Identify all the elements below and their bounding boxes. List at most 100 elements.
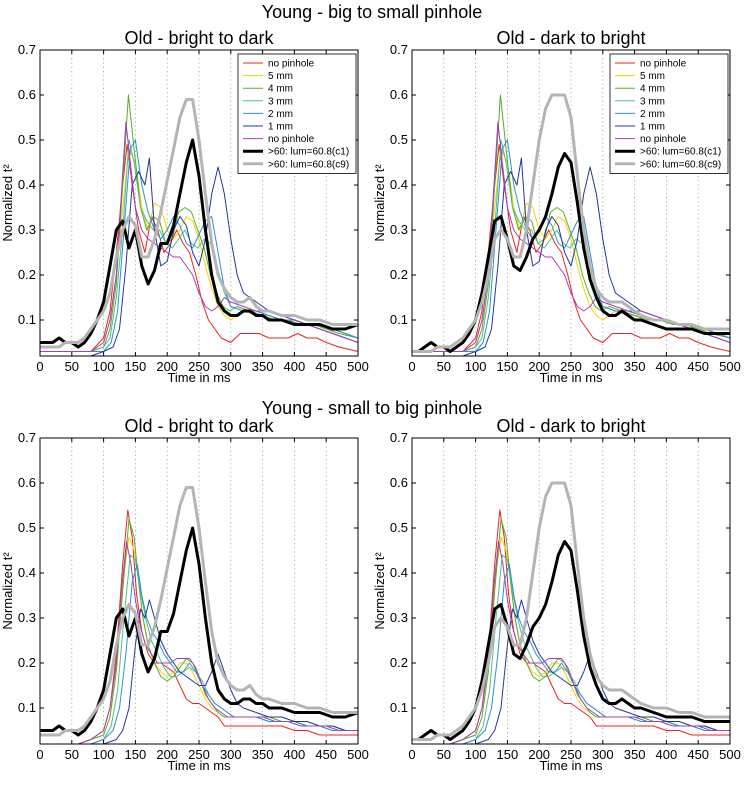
- chart-1-xtick-label-6: 300: [220, 359, 242, 374]
- chart-2-xtick-label-8: 400: [656, 359, 678, 374]
- chart-3-ytick-label-1: 0.2: [18, 655, 36, 670]
- chart-2-legend-label-8: >60: lum=60.8(c9): [640, 159, 721, 170]
- chart-2-ytick-label-4: 0.5: [390, 132, 408, 147]
- chart-1-xtick-label-3: 150: [125, 359, 147, 374]
- chart-2-ytick-label-6: 0.7: [390, 42, 408, 57]
- chart-1-ytick-label-6: 0.7: [18, 42, 36, 57]
- chart-4-svg: 0 50 100 150 200 250 300 350 400 450 500 0.1 0.2 0.3 0…: [372, 416, 741, 773]
- chart-3-series-4-2-mm: [40, 563, 358, 744]
- chart-1-ylabel: Normalized t²: [0, 164, 15, 242]
- chart-2-legend-label-0: no pinhole: [640, 59, 687, 70]
- chart-3-ytick-label-2: 0.3: [18, 610, 36, 625]
- chart-3-series-8-60-lum-60-8-c9: [40, 486, 358, 737]
- chart-panel-3: 0 50 100 150 200 250 300 350 400 450 500 0.1 0.2 0.3 0…: [0, 414, 372, 786]
- chart-2-xtick-label-6: 300: [592, 359, 614, 374]
- chart-2-xtick-label-4: 200: [528, 359, 550, 374]
- chart-1-ytick-label-1: 0.2: [18, 267, 36, 282]
- chart-4-title: Old - dark to bright: [496, 416, 645, 436]
- chart-2-ytick-label-1: 0.2: [390, 267, 408, 282]
- chart-1-xtick-label-4: 200: [156, 359, 178, 374]
- chart-3-title: Old - bright to dark: [124, 416, 274, 436]
- chart-2-xtick-label-0: 0: [408, 359, 415, 374]
- chart-4-xtick-label-8: 400: [656, 747, 678, 762]
- chart-1-xtick-label-2: 100: [93, 359, 115, 374]
- chart-2-xtick-label-1: 50: [437, 359, 451, 374]
- chart-4-ytick-label-5: 0.6: [390, 475, 408, 490]
- chart-3-series-group: [40, 486, 358, 744]
- chart-4-xtick-label-4: 200: [528, 747, 550, 762]
- chart-4-series-group: [412, 481, 730, 744]
- chart-2-svg: 0 50 100 150 200 250 300 350 400 450 500 0.1 0.2 0.3 0…: [372, 28, 741, 385]
- chart-2-legend-label-3: 3 mm: [640, 96, 665, 107]
- chart-4-series-7-60-lum-60-8-c1: [412, 540, 730, 741]
- chart-panel-2: 0 50 100 150 200 250 300 350 400 450 500 0.1 0.2 0.3 0…: [372, 26, 744, 398]
- chart-1-title: Old - bright to dark: [124, 28, 274, 48]
- chart-4-xtick-label-10: 500: [719, 747, 741, 762]
- chart-3-xtick-label-10: 500: [347, 747, 369, 762]
- chart-1-legend-label-8: >60: lum=60.8(c9): [268, 159, 349, 170]
- section-title-bottom: Young - small to big pinhole: [261, 398, 483, 418]
- chart-2-ytick-label-5: 0.6: [390, 87, 408, 102]
- chart-1-xtick-label-5: 250: [188, 359, 210, 374]
- chart-1-legend-label-3: 3 mm: [268, 96, 293, 107]
- chart-1-legend-label-1: 5 mm: [268, 71, 293, 82]
- chart-3-ylabel: Normalized t²: [0, 552, 15, 630]
- chart-2-xtick-label-10: 500: [719, 359, 741, 374]
- chart-1-ytick-label-5: 0.6: [18, 87, 36, 102]
- chart-4-xtick-label-9: 450: [687, 747, 709, 762]
- chart-3-series-7-60-lum-60-8-c1: [40, 526, 358, 737]
- chart-2-series-7-60-lum-60-8-c1: [412, 152, 730, 353]
- chart-1-ytick-label-4: 0.5: [18, 132, 36, 147]
- chart-3-ytick-label-3: 0.4: [18, 565, 36, 580]
- chart-1-xtick-label-10: 500: [347, 359, 369, 374]
- chart-4-ytick-label-2: 0.3: [390, 610, 408, 625]
- chart-4-xtick-label-3: 150: [497, 747, 519, 762]
- chart-2-ytick-label-0: 0.1: [390, 312, 408, 327]
- chart-4-plot-frame: [411, 437, 731, 745]
- chart-2-legend-label-4: 2 mm: [640, 109, 665, 120]
- chart-4-ylabel: Normalized t²: [372, 552, 387, 630]
- chart-2-xtick-label-5: 250: [560, 359, 582, 374]
- chart-3-series-6-no-pinhole: [40, 541, 358, 744]
- chart-3-ytick-label-5: 0.6: [18, 475, 36, 490]
- chart-1-xtick-label-0: 0: [36, 359, 43, 374]
- chart-1-xtick-label-8: 400: [284, 359, 306, 374]
- chart-3-ytick-label-4: 0.5: [18, 520, 36, 535]
- chart-2-ylabel: Normalized t²: [372, 164, 387, 242]
- chart-3-ytick-label-6: 0.7: [18, 430, 36, 445]
- chart-3-series-5-1-mm: [40, 599, 358, 744]
- chart-1-xtick-label-9: 450: [315, 359, 337, 374]
- chart-3-xtick-label-9: 450: [315, 747, 337, 762]
- chart-1-legend-label-6: no pinhole: [268, 134, 315, 145]
- chart-4-ytick-label-1: 0.2: [390, 655, 408, 670]
- chart-3-ytick-label-0: 0.1: [18, 700, 36, 715]
- chart-2-legend-label-6: no pinhole: [640, 134, 687, 145]
- chart-1-legend-label-4: 2 mm: [268, 109, 293, 120]
- chart-3-xtick-label-3: 150: [125, 747, 147, 762]
- chart-2-xlabel: Time in ms: [539, 370, 603, 385]
- chart-1-series-8-60-lum-60-8-c9: [40, 98, 358, 349]
- chart-3-xlabel: Time in ms: [167, 758, 231, 773]
- chart-2-legend-label-7: >60: lum=60.8(c1): [640, 147, 721, 158]
- chart-4-ytick-label-0: 0.1: [390, 700, 408, 715]
- chart-2-series-6-no-pinhole: [412, 121, 730, 352]
- chart-1-xtick-label-1: 50: [65, 359, 79, 374]
- chart-panel-4: 0 50 100 150 200 250 300 350 400 450 500 0.1 0.2 0.3 0…: [372, 414, 744, 786]
- chart-2-legend-label-2: 4 mm: [640, 84, 665, 95]
- chart-3-svg: 0 50 100 150 200 250 300 350 400 450 500 0.1 0.2 0.3 0…: [0, 416, 369, 773]
- chart-2-xtick-label-7: 350: [624, 359, 646, 374]
- chart-3-xtick-label-6: 300: [220, 747, 242, 762]
- chart-4-series-8-60-lum-60-8-c9: [412, 481, 730, 741]
- chart-4-xlabel: Time in ms: [539, 758, 603, 773]
- chart-2-xtick-label-2: 100: [465, 359, 487, 374]
- chart-1-ytick-label-0: 0.1: [18, 312, 36, 327]
- chart-1-legend-label-7: >60: lum=60.8(c1): [268, 147, 349, 158]
- chart-1-legend-label-0: no pinhole: [268, 59, 315, 70]
- chart-2-series-1-5-mm: [412, 148, 730, 352]
- chart-4-xtick-label-6: 300: [592, 747, 614, 762]
- chart-4-xtick-label-5: 250: [560, 747, 582, 762]
- chart-2-ytick-label-2: 0.3: [390, 222, 408, 237]
- chart-1-xtick-label-7: 350: [252, 359, 274, 374]
